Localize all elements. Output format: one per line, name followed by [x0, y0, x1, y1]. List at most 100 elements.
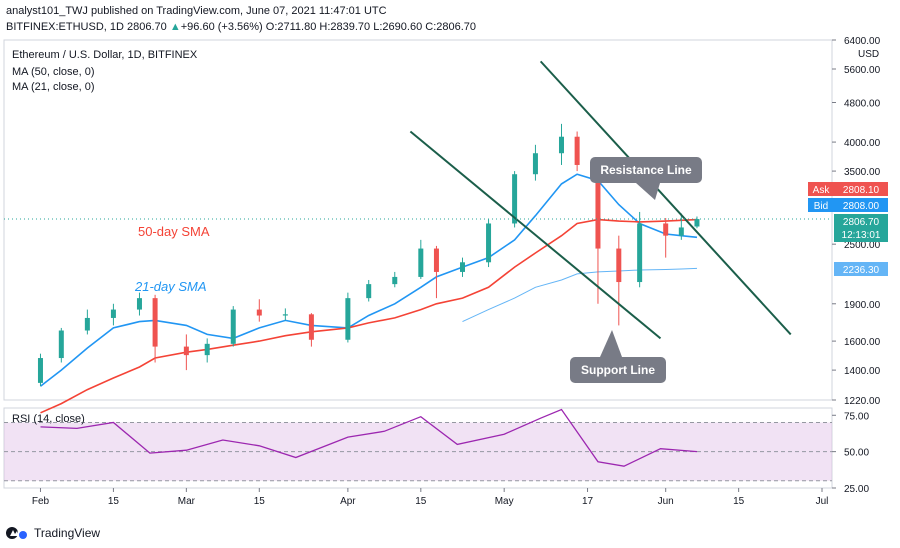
price-pane-frame — [3, 39, 833, 401]
price-tick-label: 1600.00 — [844, 337, 881, 348]
rsi-line — [40, 408, 698, 467]
bid-price: 2808.00 — [843, 201, 880, 212]
rsi-tick-label: 50.00 — [844, 448, 869, 459]
rsi-tick-label: 75.00 — [844, 411, 869, 422]
candle-body — [204, 343, 210, 356]
price-tick-label: 6400.00 — [844, 36, 881, 47]
time-tick-label: 15 — [108, 496, 120, 507]
time-tick-label: Feb — [32, 496, 50, 507]
candle-body — [574, 136, 580, 165]
candle-body — [136, 298, 142, 310]
support-callout-pointer — [600, 330, 622, 357]
candle-body — [84, 317, 90, 331]
tradingview-logo-icon — [6, 527, 27, 539]
close-label: C: — [425, 21, 437, 33]
candle-body — [345, 298, 351, 340]
price-tick-label: 1220.00 — [844, 396, 881, 407]
bar-countdown: 12:13:01 — [842, 230, 881, 241]
chart-header: analyst101_TWJ published on TradingView.… — [0, 0, 900, 38]
candle-body — [595, 164, 601, 249]
time-tick-label: 15 — [254, 496, 266, 507]
resistance-trend-line — [409, 130, 662, 340]
resistance-callout-pointer — [636, 183, 660, 200]
candle-body — [308, 314, 314, 340]
time-tick-label: 17 — [582, 496, 594, 507]
last-price-box — [834, 214, 888, 242]
bid-label: Bid — [814, 201, 828, 212]
support-callout-text: Support Line — [581, 363, 655, 377]
ask-tag-box — [808, 182, 834, 196]
currency-label: USD — [858, 49, 879, 60]
brand-name: TradingView — [34, 526, 101, 540]
time-tick-label: Jul — [816, 496, 829, 507]
rsi-tick-label: 25.00 — [844, 484, 869, 495]
candle-body — [663, 223, 669, 236]
up-arrow-icon: ▲ — [169, 21, 181, 33]
price-tick-label: 5600.00 — [844, 65, 881, 76]
resistance-callout-box — [590, 157, 702, 183]
open-label: O: — [265, 21, 278, 33]
time-tick-label: Mar — [178, 496, 196, 507]
ma50-annotation: 50-day SMA — [138, 224, 210, 239]
candle-body — [110, 309, 116, 318]
candle-body — [616, 248, 622, 283]
time-tick-label: 15 — [415, 496, 427, 507]
price-tick-label: 4000.00 — [844, 138, 881, 149]
symbol: BITFINEX:ETHUSD, 1D — [6, 21, 124, 33]
candle-body — [486, 223, 492, 263]
close-value: 2806.70 — [436, 21, 477, 33]
candle-body — [366, 284, 372, 299]
price-tick-label: 1400.00 — [844, 366, 881, 377]
price-tick-label: 3500.00 — [844, 167, 881, 178]
main-pane-title: Ethereum / U.S. Dollar, 1D, BITFINEX — [12, 49, 198, 61]
price-tick-label: 4800.00 — [844, 98, 881, 109]
price-change: +96.60 (+3.56%) — [180, 21, 263, 33]
candle-body — [282, 314, 288, 316]
candle-body — [256, 309, 262, 316]
candle-body — [230, 309, 236, 344]
ask-price: 2808.10 — [843, 185, 880, 196]
price-tick-label: 2500.00 — [844, 240, 881, 251]
candle-body — [58, 330, 64, 359]
last-price-tag: 2806.70 — [843, 217, 880, 228]
support-trend-line — [539, 60, 792, 336]
high-label: H: — [319, 21, 331, 33]
ask-price-box — [834, 182, 888, 196]
candle-body — [392, 276, 398, 285]
rsi-pane-title: RSI (14, close) — [12, 413, 85, 425]
candle-body — [637, 223, 643, 283]
time-tick-label: 15 — [733, 496, 745, 507]
low-label: L: — [373, 21, 383, 33]
time-tick-label: May — [495, 496, 514, 507]
candle-body — [37, 358, 43, 383]
time-tick-label: Jun — [658, 496, 674, 507]
low-value: 2690.60 — [382, 21, 423, 33]
resistance-callout-text: Resistance Line — [600, 163, 692, 177]
candle-body — [512, 174, 518, 224]
candle-body — [532, 153, 538, 175]
high-value: 2839.70 — [330, 21, 371, 33]
candle-body — [694, 219, 700, 227]
candle-body — [418, 248, 424, 277]
candle-body — [152, 298, 158, 347]
symbol-ohlc-line: BITFINEX:ETHUSD, 1D 2806.70 ▲+96.60 (+3.… — [6, 20, 476, 35]
publish-info: analyst101_TWJ published on TradingView.… — [6, 5, 387, 17]
price-tick-label: 1900.00 — [844, 300, 881, 311]
ma50-line — [40, 218, 698, 414]
brand-footer[interactable]: TradingView — [6, 522, 100, 544]
ask-label: Ask — [813, 185, 831, 196]
time-tick-label: Apr — [340, 496, 356, 507]
ma21-annotation: 21-day SMA — [134, 279, 207, 294]
ma21-line — [40, 173, 698, 387]
support-callout-box — [570, 357, 666, 383]
candle-body — [183, 346, 189, 356]
open-value: 2711.80 — [277, 21, 317, 33]
rsi-pane-frame — [3, 407, 833, 489]
bid-price-box — [834, 198, 888, 212]
bid-tag-box — [808, 198, 834, 212]
candle-body — [678, 227, 684, 236]
ma-price-box — [834, 262, 888, 276]
last-price: 2806.70 — [127, 21, 167, 33]
ma21-legend: MA (21, close, 0) — [12, 81, 95, 93]
